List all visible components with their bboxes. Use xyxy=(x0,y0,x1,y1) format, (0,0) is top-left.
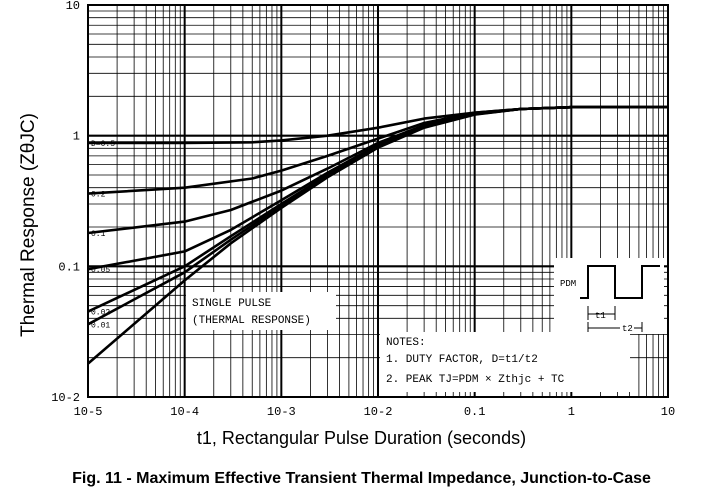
pdm-label: PDM xyxy=(560,279,576,289)
single-pulse-label: SINGLE PULSE xyxy=(192,298,272,310)
y-tick-label: 1 xyxy=(73,130,80,144)
figure-caption: Fig. 11 - Maximum Effective Transient Th… xyxy=(72,470,651,487)
waveform-inset-box xyxy=(554,258,664,334)
y-tick-label: 10-2 xyxy=(51,391,80,405)
thermal-impedance-chart: 10-5 10-4 10-3 10-2 0.1 1 10 10-2 0.1 1 10 D=0.5 0.… xyxy=(51,0,675,419)
y-tick-label: 0.1 xyxy=(58,260,80,274)
x-tick-label: 10 xyxy=(661,405,675,419)
pulse-waveform xyxy=(580,265,660,299)
tick-labels: 10-5 10-4 10-3 10-2 0.1 1 10 10-2 0.1 1 10 xyxy=(51,0,675,419)
curve-label: D=0.5 xyxy=(91,140,115,149)
x-tick-label: 10-2 xyxy=(364,405,393,419)
notes-title: NOTES: xyxy=(386,337,426,349)
x-tick-label: 10-5 xyxy=(74,405,103,419)
note-peak-tj: 2. PEAK TJ=PDM × Zthjc + TC xyxy=(386,374,565,386)
t1-dimension-marker xyxy=(587,306,616,320)
y-tick-label: 10 xyxy=(66,0,80,13)
series-line xyxy=(87,105,668,365)
thermal-response-label: (THERMAL RESPONSE) xyxy=(192,315,311,327)
t1-label: t1 xyxy=(595,311,606,321)
curve-group xyxy=(87,105,668,365)
x-tick-label: 1 xyxy=(568,405,575,419)
t2-dimension-marker xyxy=(587,322,643,332)
curve-label: 0.02 xyxy=(91,309,110,318)
curve-label: 0.2 xyxy=(91,191,106,200)
curve-labels: D=0.5 0.2 0.1 0.05 0.02 0.01 xyxy=(91,140,115,330)
x-axis-label: t1, Rectangular Pulse Duration (seconds) xyxy=(196,428,527,448)
x-tick-label: 10-4 xyxy=(170,405,199,419)
curve-label: 0.1 xyxy=(91,230,106,239)
note-duty-factor: 1. DUTY FACTOR, D=t1/t2 xyxy=(386,354,538,366)
curve-label: 0.01 xyxy=(91,321,110,330)
plot-frame xyxy=(87,4,669,398)
single-pulse-box xyxy=(186,292,336,330)
x-tick-label: 10-3 xyxy=(267,405,296,419)
t2-label: t2 xyxy=(622,324,633,334)
x-tick-label: 0.1 xyxy=(464,405,486,419)
curve-label: 0.05 xyxy=(91,266,110,275)
notes-box xyxy=(380,332,630,392)
y-axis-label: Thermal Response (ZθJC) xyxy=(18,113,39,337)
